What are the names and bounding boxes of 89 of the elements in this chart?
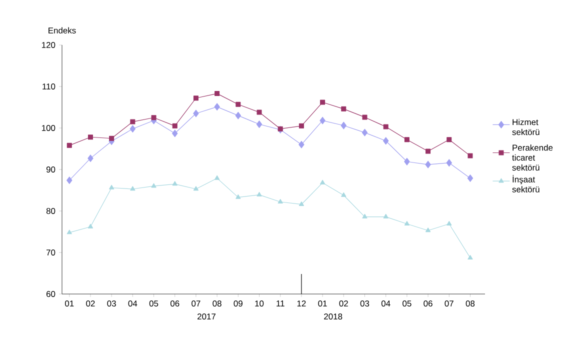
point bbox=[256, 120, 262, 128]
point bbox=[172, 123, 178, 128]
text: 2017 bbox=[198, 314, 216, 320]
x-tick-label: 11 bbox=[276, 300, 284, 306]
point bbox=[88, 134, 93, 140]
x-tick-label: 05 bbox=[149, 300, 158, 307]
x-tick-label: 08 bbox=[466, 300, 475, 307]
point bbox=[404, 158, 410, 166]
point bbox=[446, 220, 452, 226]
point bbox=[66, 230, 72, 234]
point bbox=[151, 183, 156, 188]
x-tick-label: 01 bbox=[318, 300, 327, 307]
point bbox=[235, 112, 242, 120]
point bbox=[320, 180, 326, 184]
x-tick-label: 04 bbox=[381, 300, 390, 307]
point bbox=[66, 176, 72, 184]
point bbox=[426, 148, 431, 154]
x-tick-label: 03 bbox=[360, 300, 370, 307]
point bbox=[467, 174, 474, 182]
text: 2018 bbox=[324, 314, 342, 320]
point bbox=[151, 115, 156, 120]
legend-label: Hizmet sektörü bbox=[512, 118, 540, 136]
point bbox=[425, 228, 431, 232]
y-tick-label: 110 bbox=[42, 84, 56, 90]
point bbox=[362, 214, 368, 218]
y-axis-title: Endeks bbox=[48, 27, 76, 34]
x-tick-label: 12 bbox=[297, 300, 306, 306]
point bbox=[172, 130, 178, 138]
y-tick-label: 90 bbox=[46, 166, 56, 172]
point bbox=[298, 123, 304, 128]
point bbox=[109, 184, 114, 190]
x-tick-label: 02 bbox=[339, 300, 348, 307]
point bbox=[341, 106, 346, 112]
y-tick-label: 120 bbox=[42, 42, 56, 48]
point bbox=[88, 224, 94, 228]
point bbox=[193, 186, 199, 191]
point bbox=[172, 181, 178, 186]
legend-label: Perakende ticaret sektörü bbox=[512, 144, 553, 171]
x-tick-label: 10 bbox=[255, 300, 264, 307]
point bbox=[320, 100, 326, 105]
point bbox=[298, 140, 304, 148]
point bbox=[214, 103, 220, 111]
x-tick-label: 03 bbox=[107, 300, 116, 307]
point bbox=[214, 91, 220, 96]
point bbox=[468, 153, 473, 158]
x-tick-label: 05 bbox=[402, 300, 412, 307]
point bbox=[130, 186, 136, 191]
point bbox=[88, 154, 94, 162]
point bbox=[446, 137, 452, 142]
point bbox=[340, 122, 347, 130]
point bbox=[425, 160, 431, 168]
point bbox=[404, 220, 410, 226]
point bbox=[109, 136, 114, 141]
x-tick-label: 02 bbox=[86, 300, 95, 307]
y-tick-label: 70 bbox=[46, 250, 56, 256]
point bbox=[298, 201, 304, 206]
point bbox=[66, 142, 72, 148]
point bbox=[130, 125, 136, 133]
point bbox=[193, 110, 199, 118]
legend-label: İnşaat sektörü bbox=[512, 175, 540, 192]
point bbox=[193, 96, 198, 101]
y-tick-label: 60 bbox=[46, 291, 56, 297]
x-tick-label: 07 bbox=[192, 300, 200, 307]
point bbox=[278, 198, 283, 204]
x-tick-label: 06 bbox=[424, 300, 432, 307]
x-tick-label: 06 bbox=[170, 300, 180, 307]
x-tick-label: 09 bbox=[234, 300, 242, 307]
x-tick-label: 08 bbox=[212, 300, 222, 307]
point bbox=[214, 175, 220, 180]
point bbox=[130, 119, 136, 124]
point bbox=[446, 159, 452, 167]
point bbox=[256, 192, 262, 196]
point bbox=[256, 110, 262, 115]
point bbox=[383, 214, 388, 218]
x-tick-label: 07 bbox=[444, 300, 454, 307]
x-tick-label: 04 bbox=[128, 300, 138, 307]
point bbox=[341, 192, 346, 197]
y-tick-label: 80 bbox=[46, 208, 56, 214]
y-tick-label: 100 bbox=[42, 125, 56, 131]
point bbox=[320, 116, 326, 124]
x-tick-label: 01 bbox=[65, 300, 74, 307]
point bbox=[236, 194, 241, 199]
point bbox=[382, 137, 389, 145]
point bbox=[383, 124, 388, 130]
point bbox=[468, 254, 473, 260]
point bbox=[362, 114, 368, 120]
point bbox=[404, 137, 410, 142]
point bbox=[236, 102, 241, 107]
point bbox=[362, 128, 368, 136]
